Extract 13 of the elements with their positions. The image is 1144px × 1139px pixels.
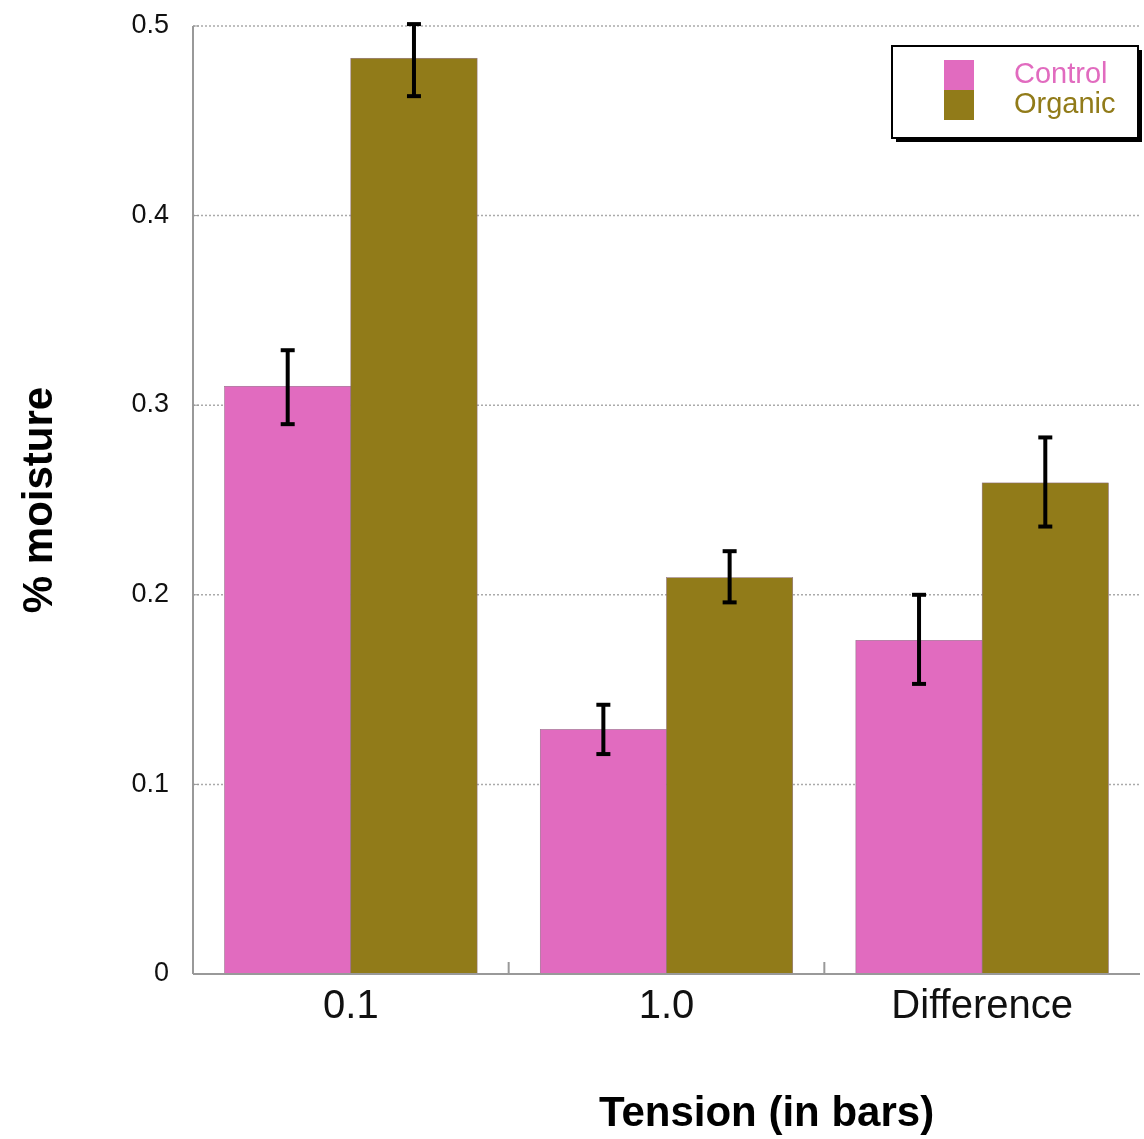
y-tick-label: 0.5 bbox=[131, 9, 169, 40]
legend-label: Control bbox=[1014, 56, 1108, 89]
x-tick-label: 0.1 bbox=[323, 982, 379, 1026]
y-tick-label: 0 bbox=[153, 957, 169, 988]
legend-label: Organic bbox=[1014, 86, 1116, 119]
y-tick-label: 0.4 bbox=[131, 198, 169, 229]
y-axis-title: % moisture bbox=[14, 386, 61, 614]
x-tick-label: Difference bbox=[891, 982, 1073, 1026]
x-axis-title: Tension (in bars) bbox=[598, 1088, 935, 1135]
x-tick-label: 1.0 bbox=[638, 982, 695, 1026]
y-tick-label: 0.2 bbox=[131, 577, 169, 608]
y-tick-label: 0.1 bbox=[131, 767, 169, 798]
y-tick-label: 0.3 bbox=[131, 388, 169, 419]
